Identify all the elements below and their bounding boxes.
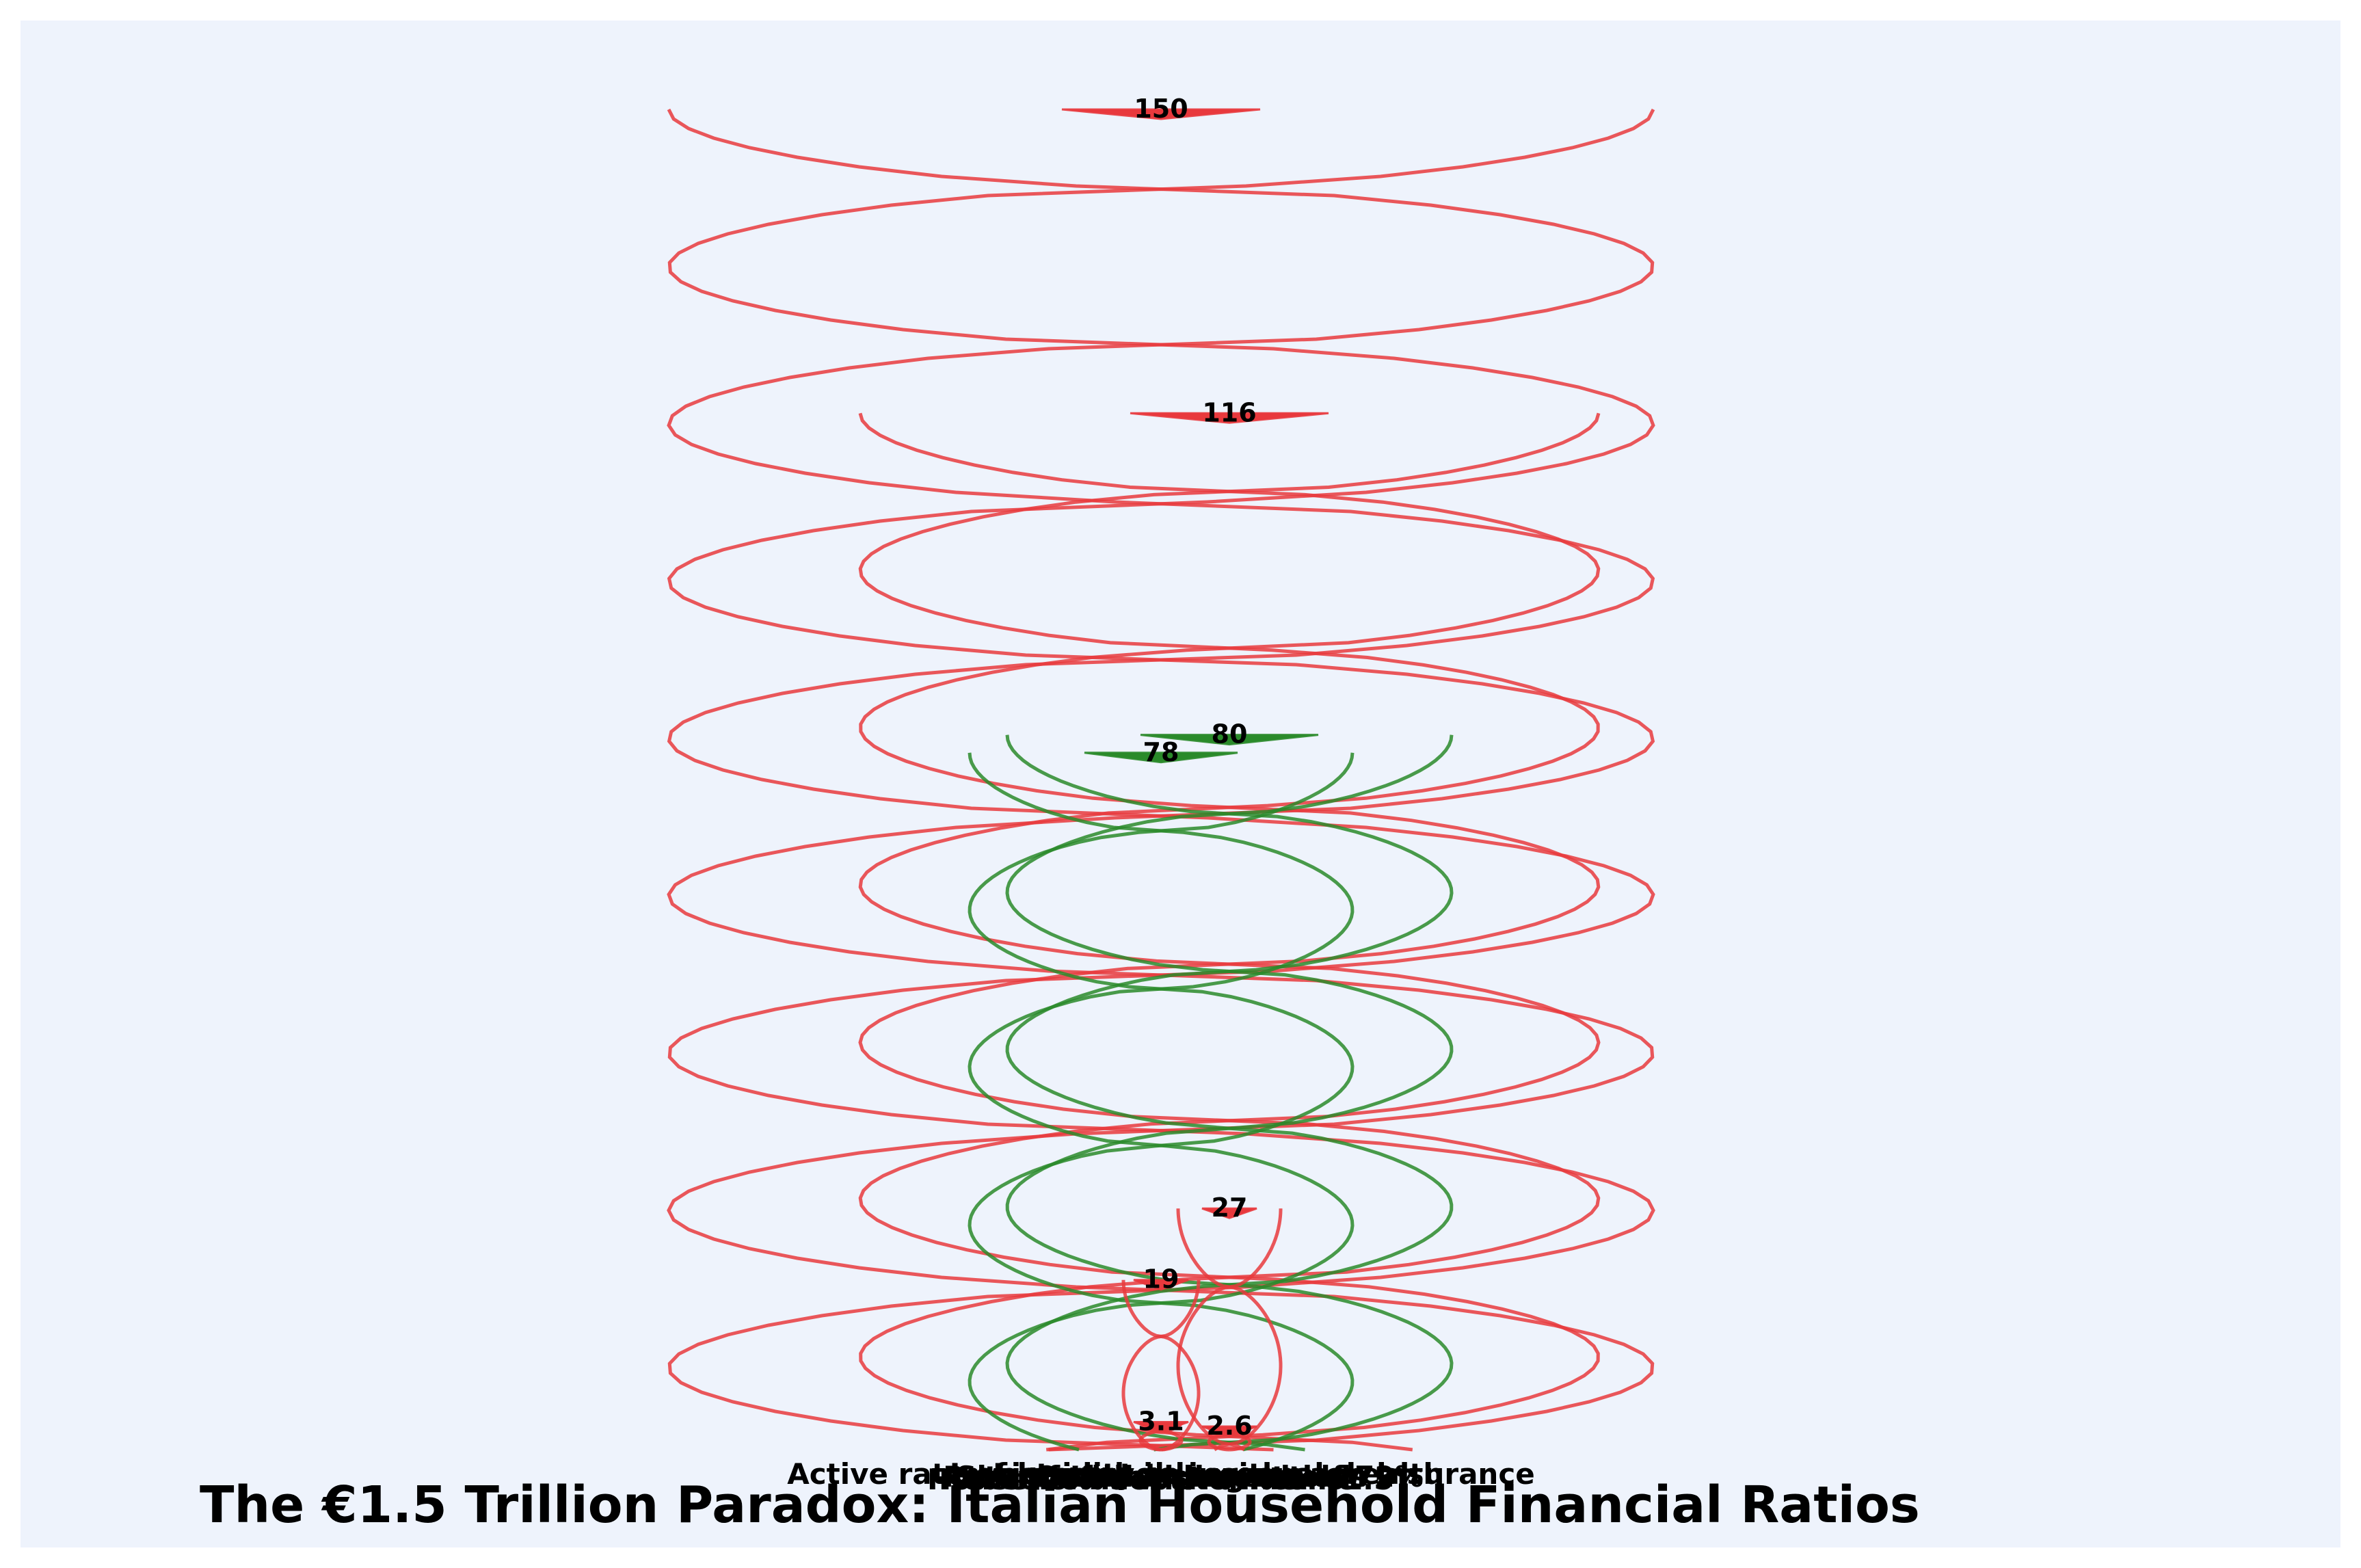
series-spiral-8 xyxy=(1201,1425,1257,1452)
spiral-cap xyxy=(1140,734,1319,746)
spiral-cap xyxy=(1133,1420,1189,1433)
spiral-strand-b xyxy=(858,412,1601,1452)
category-label-3: Household debt-to-income xyxy=(927,1463,1357,1496)
spiral-strand-a xyxy=(1121,1279,1201,1452)
series-spiral-2 xyxy=(858,412,1601,1452)
value-label-1: 150 xyxy=(1134,94,1188,124)
value-label-5: 27 xyxy=(1212,1193,1248,1223)
chart-title: The €1.5 Trillion Paradox: Italian House… xyxy=(200,1476,1920,1534)
spiral-strand-a xyxy=(968,752,1355,1452)
series-spiral-5 xyxy=(1176,1207,1283,1452)
spiral-cap xyxy=(1130,412,1329,424)
spiral-cap xyxy=(1061,108,1261,120)
spiral-strand-b xyxy=(1176,1208,1283,1452)
chart-plot: 150 116 80 78 27 19 3.1 2.6 Active rate of house… xyxy=(667,94,1655,1496)
category-label-2: Cash-holding ratio xyxy=(1034,1460,1332,1493)
value-label-8: 2.6 xyxy=(1206,1411,1252,1441)
series-spiral-1 xyxy=(667,108,1655,1452)
spiral-strand-b xyxy=(667,108,1655,1452)
spiral-strand-b xyxy=(1005,734,1454,1452)
value-label-7: 3.1 xyxy=(1138,1406,1184,1436)
spiral-cap xyxy=(1084,752,1238,764)
category-label-1: Active rate of households with cash insu… xyxy=(787,1457,1534,1491)
series-spiral-4 xyxy=(968,752,1355,1452)
value-label-3: 80 xyxy=(1212,719,1248,749)
spiral-strand-b xyxy=(1121,1279,1201,1452)
chart-frame: 150 116 80 78 27 19 3.1 2.6 Active rate of house… xyxy=(21,21,2340,1547)
category-label-4: Investment in personal wealth xyxy=(950,1457,1444,1491)
category-label-7: Liquidity to income xyxy=(993,1457,1305,1491)
category-label-8: Share of investments of 72% xyxy=(956,1460,1423,1493)
value-label-4: 78 xyxy=(1143,737,1179,767)
spiral-cap xyxy=(1133,1279,1189,1291)
category-label-6: Households with under €1.5T xyxy=(939,1463,1413,1496)
spiral-strand-a xyxy=(667,108,1655,1452)
category-label-5: Rate of Italian households xyxy=(943,1460,1368,1493)
value-label-2: 116 xyxy=(1202,397,1256,427)
series-spiral-6 xyxy=(1121,1279,1201,1452)
spiral-cap xyxy=(1201,1207,1257,1219)
spiral-strand-b xyxy=(968,752,1355,1452)
value-label-6: 19 xyxy=(1143,1264,1179,1294)
spiral-cap xyxy=(1201,1425,1257,1437)
spiral-strand-a xyxy=(1176,1208,1283,1452)
series-spiral-7 xyxy=(1133,1420,1189,1452)
